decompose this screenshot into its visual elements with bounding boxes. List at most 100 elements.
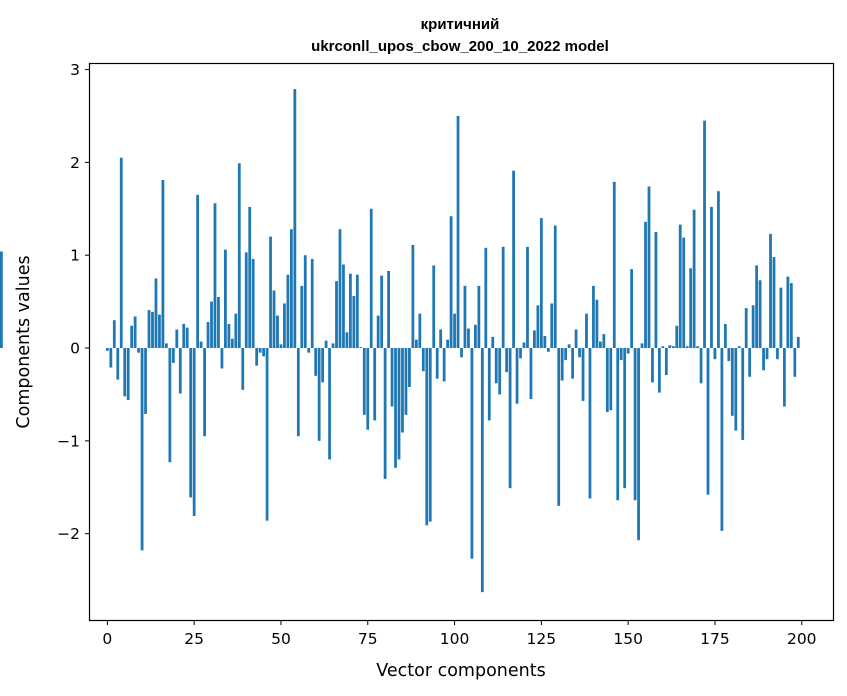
bar-92 [425,348,429,526]
bar-109 [484,247,488,349]
bar-147 [616,348,620,501]
bar-141 [595,299,599,349]
bar-151 [630,269,634,349]
bar-157 [651,348,654,383]
y-axis-label: Components values [14,255,34,428]
bar-25 [192,348,196,517]
bar-130 [557,348,561,506]
bar-76 [369,208,373,349]
bar-187 [755,265,759,349]
bar-166 [682,237,686,349]
bar-6 [126,348,130,401]
bar-83 [394,348,397,468]
bar-140 [592,285,595,349]
bar-139 [588,348,592,499]
bar-0 [105,348,109,351]
bar-undefined [0,251,3,349]
bar-199 [796,336,800,349]
bar-161 [664,348,668,375]
bar-183 [741,348,745,440]
bar-94 [432,265,436,349]
bar-64 [328,348,331,460]
bar-132 [564,348,568,361]
bar-87 [408,348,411,388]
bar-91 [421,348,425,372]
bar-82 [390,348,394,407]
bar-180 [730,348,734,416]
bar-2 [112,320,116,349]
y-tick-label: 0 [70,340,80,358]
bar-74 [362,348,366,415]
bar-134 [571,348,574,379]
bar-55 [296,348,300,437]
bar-184 [744,308,748,349]
bar-17 [164,343,168,349]
x-tick-label: 75 [358,630,378,648]
bar-45 [262,348,265,357]
bar-171 [699,348,703,384]
bar-126 [543,335,547,349]
bar-29 [206,322,210,349]
chart-subtitle: ukrconll_upos_cbow_200_10_2022 model [311,38,609,55]
y-axis-ticks: −2 −1 0 1 2 3 [57,61,90,543]
bar-62 [321,348,325,383]
bar-120 [522,342,526,349]
bar-36 [230,338,234,349]
bar-56 [300,285,304,349]
bar-44 [258,348,262,353]
bar-23 [185,327,189,349]
bar-90 [418,313,422,349]
bar-80 [383,348,387,479]
x-tick-label: 150 [613,630,643,648]
bar-197 [789,283,793,349]
bar-156 [647,186,651,349]
bar-131 [560,348,564,381]
bar-153 [637,348,640,541]
bar-12 [147,309,151,349]
bar-84 [397,348,401,460]
bar-177 [720,348,724,531]
bar-89 [414,339,418,349]
bar-52 [286,274,290,349]
bar-14 [154,278,158,349]
bar-30 [210,301,213,349]
bar-155 [644,221,647,349]
bar-111 [491,336,495,349]
bar-100 [453,313,456,349]
bar-67 [338,229,342,349]
bar-182 [737,346,741,349]
bar-174 [710,206,713,349]
bar-150 [626,348,630,354]
bar-123 [533,330,536,349]
bar-21 [178,348,182,394]
bar-11 [144,348,147,414]
bar-169 [692,209,696,349]
bar-145 [609,348,613,411]
bar-26 [196,194,200,349]
bar-104 [467,328,470,349]
bar-7 [130,325,134,349]
bar-88 [411,245,415,349]
bar-93 [428,348,432,522]
bar-149 [623,348,627,489]
bar-168 [689,268,693,349]
bar-58 [307,348,311,353]
bar-15 [158,314,161,349]
bar-162 [668,345,672,349]
bar-108 [480,348,484,593]
bar-193 [776,348,779,360]
bar-70 [349,273,352,349]
bar-98 [446,339,449,349]
bar-51 [283,303,286,349]
x-tick-label: 25 [184,630,204,648]
bar-13 [151,311,154,349]
plot-frame [88,62,835,622]
bar-128 [550,303,554,349]
bar-101 [456,115,460,349]
bar-31 [213,203,217,349]
bar-3 [116,348,120,380]
bar-152 [633,348,637,501]
bar-115 [505,348,509,373]
x-tick-label: 200 [787,630,817,648]
